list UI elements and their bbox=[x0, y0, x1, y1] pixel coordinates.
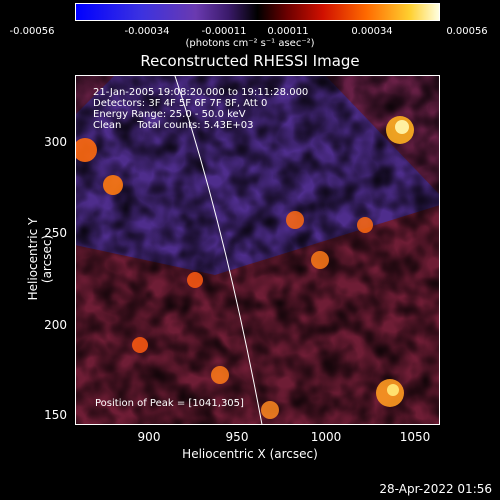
x-tick-label: 1050 bbox=[399, 430, 431, 444]
solar-limb-line bbox=[174, 75, 263, 425]
y-tick-label: 150 bbox=[44, 408, 67, 422]
colorbar-tick-label: -0.00011 bbox=[201, 26, 247, 37]
info-clean-counts: Clean Total counts: 5.43E+03 bbox=[93, 120, 254, 131]
peak-position: Position of Peak = [1041,305] bbox=[95, 398, 244, 409]
colorbar bbox=[75, 3, 440, 21]
x-tick-label: 900 bbox=[137, 430, 161, 444]
plot-timestamp: 28-Apr-2022 01:56 bbox=[379, 482, 492, 496]
colorbar-tick-label: -0.00056 bbox=[9, 26, 55, 37]
colorbar-tick-label: 0.00034 bbox=[351, 26, 393, 37]
info-detectors: Detectors: 3F 4F 5F 6F 7F 8F, Att 0 bbox=[93, 98, 268, 109]
observation-info: 21-Jan-2005 19:08:20.000 to 19:11:28.000… bbox=[93, 87, 308, 131]
y-tick-label: 250 bbox=[44, 226, 67, 240]
x-tick-label: 1000 bbox=[310, 430, 342, 444]
rhessi-image bbox=[75, 75, 440, 425]
info-energy-range: Energy Range: 25.0 - 50.0 keV bbox=[93, 109, 246, 120]
info-time-range: 21-Jan-2005 19:08:20.000 to 19:11:28.000 bbox=[93, 87, 309, 98]
colorbar-tick-label: 0.00011 bbox=[267, 26, 309, 37]
y-axis-label: Heliocentric Y (arcsec) bbox=[26, 217, 54, 301]
y-tick-label: 200 bbox=[44, 318, 67, 332]
colorbar-units: (photons cm⁻² s⁻¹ asec⁻²) bbox=[185, 38, 315, 49]
colorbar-tick-label: 0.00056 bbox=[446, 26, 488, 37]
image-title: Reconstructed RHESSI Image bbox=[140, 52, 360, 70]
colorbar-tick-label: -0.00034 bbox=[124, 26, 170, 37]
x-tick-label: 950 bbox=[225, 430, 249, 444]
y-tick-label: 300 bbox=[44, 135, 67, 149]
x-axis-label: Heliocentric X (arcsec) bbox=[182, 447, 318, 461]
